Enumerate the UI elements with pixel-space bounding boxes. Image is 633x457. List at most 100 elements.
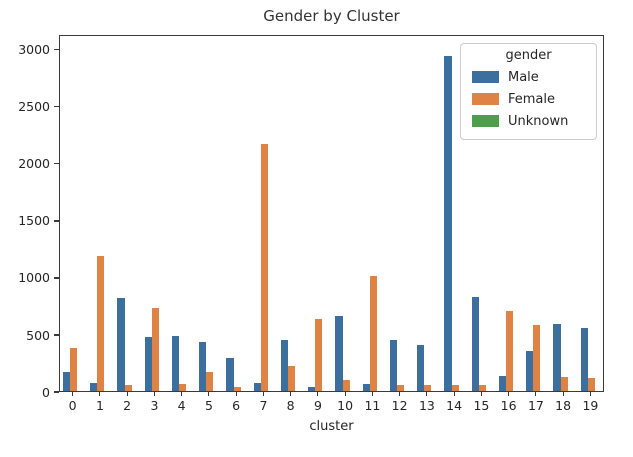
legend-entry-female: Female (469, 88, 588, 110)
x-tick-mark (562, 392, 564, 396)
bar-male-cluster-0 (62, 372, 71, 391)
bar-male-cluster-11 (362, 384, 370, 391)
x-tick-mark (99, 392, 101, 396)
bar-female-cluster-3 (151, 308, 159, 391)
legend-title: gender (505, 48, 552, 63)
bar-group-cluster-4 (169, 36, 196, 391)
bar-male-cluster-13 (417, 344, 425, 391)
legend-label-unknown: Unknown (508, 113, 569, 129)
legend-entry-unknown: Unknown (469, 110, 588, 132)
legend-entry-male: Male (469, 66, 588, 88)
x-tick-mark (290, 392, 292, 396)
x-tick-mark (589, 392, 591, 396)
bar-female-cluster-9 (315, 319, 323, 391)
bar-male-cluster-10 (335, 316, 343, 391)
bar-group-cluster-12 (387, 36, 414, 391)
bar-female-cluster-14 (451, 385, 459, 391)
x-tick-label: 17 (527, 398, 544, 413)
bar-female-cluster-8 (288, 365, 296, 391)
y-tick-label: 1500 (18, 213, 50, 229)
x-tick-label: 16 (500, 398, 517, 413)
legend-label-male: Male (508, 69, 539, 85)
x-tick-label: 14 (446, 398, 463, 413)
y-tick-label: 500 (26, 327, 50, 343)
bar-male-cluster-3 (144, 336, 152, 391)
bar-male-cluster-8 (280, 339, 289, 391)
bar-female-cluster-7 (260, 144, 268, 391)
x-axis-label: cluster (309, 419, 354, 434)
x-tick-label: 4 (177, 398, 186, 413)
bar-male-cluster-12 (389, 340, 398, 391)
bar-group-cluster-2 (115, 36, 142, 391)
bar-male-cluster-18 (553, 323, 561, 391)
y-tick-label: 0 (42, 384, 50, 400)
bar-group-cluster-1 (87, 36, 114, 391)
legend-swatch-male (472, 71, 499, 83)
x-tick-label: 2 (123, 398, 132, 413)
bar-group-cluster-15 (469, 36, 496, 391)
bar-group-cluster-10 (333, 36, 360, 391)
bar-group-cluster-16 (496, 36, 523, 391)
bar-group-cluster-6 (224, 36, 251, 391)
x-tick-mark (508, 392, 510, 396)
y-tick-label: 3000 (18, 42, 50, 58)
bar-group-cluster-8 (278, 36, 305, 391)
x-tick-mark (181, 392, 183, 396)
x-tick-mark (235, 392, 237, 396)
bars-container (60, 36, 603, 391)
y-tick-label: 2500 (18, 99, 50, 115)
x-tick-mark (262, 392, 264, 396)
bar-group-cluster-17 (523, 36, 550, 391)
x-tick-label: 8 (286, 398, 295, 413)
bar-female-cluster-19 (587, 378, 595, 391)
bar-male-cluster-2 (117, 297, 125, 391)
bar-group-cluster-19 (578, 36, 605, 391)
bar-group-cluster-13 (414, 36, 441, 391)
bar-female-cluster-12 (397, 384, 405, 391)
legend: gender Male Female Unknown (460, 43, 597, 140)
x-tick-label: 19 (582, 398, 599, 413)
x-tick-mark (535, 392, 537, 396)
x-tick-label: 1 (95, 398, 104, 413)
x-tick-mark (126, 392, 128, 396)
x-tick-label: 9 (313, 398, 322, 413)
bar-male-cluster-19 (580, 328, 588, 391)
bar-female-cluster-0 (70, 348, 78, 391)
bar-male-cluster-15 (471, 297, 479, 391)
bar-group-cluster-7 (251, 36, 278, 391)
x-tick-label: 10 (337, 398, 354, 413)
x-tick-mark (371, 392, 373, 396)
chart-title: Gender by Cluster (263, 7, 400, 25)
bar-male-cluster-9 (308, 386, 316, 391)
bar-male-cluster-14 (444, 55, 452, 391)
legend-swatch-unknown (472, 115, 499, 127)
bar-female-cluster-15 (478, 385, 486, 391)
bar-female-cluster-5 (206, 372, 214, 391)
x-tick-mark (317, 392, 319, 396)
bar-male-cluster-16 (498, 376, 507, 391)
x-tick-label: 18 (555, 398, 572, 413)
x-tick-mark (208, 392, 210, 396)
bar-female-cluster-10 (342, 379, 350, 391)
bar-male-cluster-6 (226, 357, 234, 391)
bar-female-cluster-4 (179, 384, 187, 391)
legend-entries: Male Female Unknown (469, 66, 588, 132)
x-tick-mark (72, 392, 74, 396)
x-tick-label: 6 (232, 398, 241, 413)
bar-group-cluster-0 (60, 36, 87, 391)
y-tick-label: 2000 (18, 156, 50, 172)
x-tick-label: 3 (150, 398, 159, 413)
legend-label-female: Female (508, 91, 556, 107)
x-tick-mark (426, 392, 428, 396)
bar-male-cluster-4 (171, 336, 180, 391)
x-tick-label: 12 (391, 398, 408, 413)
x-tick-label: 13 (418, 398, 435, 413)
bar-male-cluster-17 (526, 350, 534, 391)
bar-female-cluster-13 (424, 385, 432, 391)
bar-female-cluster-18 (560, 376, 568, 391)
x-tick-label: 5 (204, 398, 213, 413)
x-tick-label: 15 (473, 398, 490, 413)
bar-female-cluster-16 (506, 310, 514, 391)
x-tick-mark (480, 392, 482, 396)
bar-female-cluster-17 (533, 325, 541, 391)
